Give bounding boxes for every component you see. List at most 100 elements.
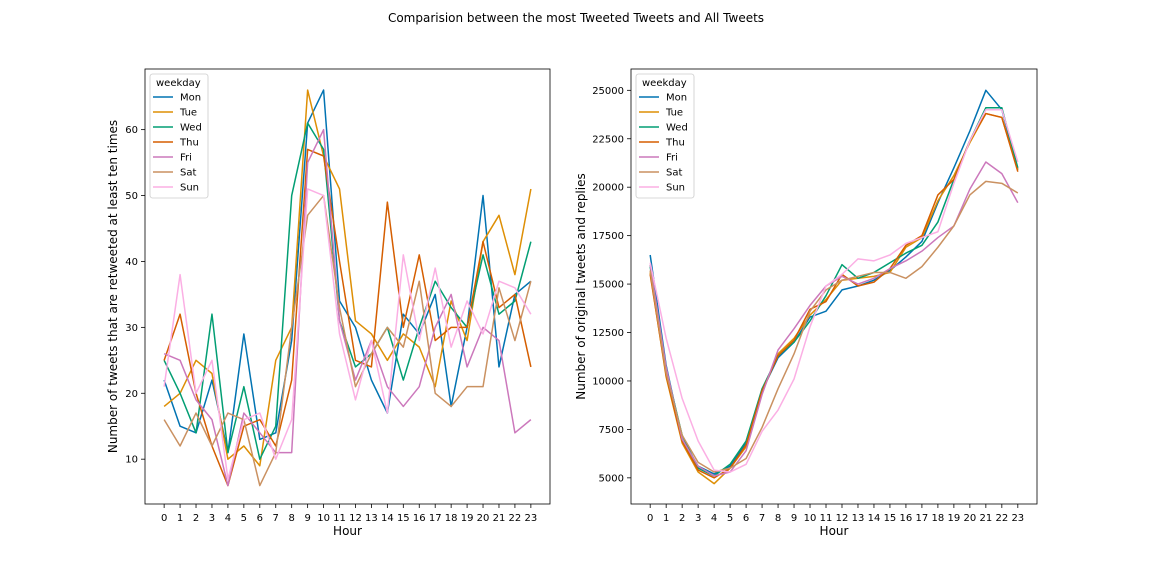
y-tick-label: 15000: [592, 280, 624, 291]
y-tick-label: 20: [125, 389, 138, 400]
x-tick-label: 3: [695, 513, 701, 524]
y-axis-label: Number of original tweets and replies: [574, 173, 588, 400]
x-tick-label: 2: [193, 513, 199, 524]
x-tick-label: 22: [995, 513, 1008, 524]
y-tick-label: 20000: [592, 183, 624, 194]
x-tick-label: 14: [381, 513, 394, 524]
legend-label-mon: Mon: [666, 93, 687, 104]
x-tick-label: 21: [979, 513, 992, 524]
legend: weekday Mon Tue Wed Thu Fri Sat Sun: [149, 73, 209, 199]
x-tick-label: 17: [916, 513, 929, 524]
y-tick-label: 22500: [592, 134, 624, 145]
x-tick-label: 1: [177, 513, 183, 524]
x-axis-label: Hour: [820, 524, 849, 538]
x-tick-label: 19: [948, 513, 961, 524]
x-tick-label: 16: [900, 513, 913, 524]
legend-label-mon: Mon: [180, 93, 201, 104]
legend-label-wed: Wed: [180, 123, 202, 134]
x-tick-label: 17: [429, 513, 442, 524]
x-tick-label: 12: [836, 513, 849, 524]
series-line-sat: [163, 194, 532, 487]
x-tick-label: 9: [791, 513, 797, 524]
plot-frame: [630, 68, 1038, 505]
x-tick-label: 3: [209, 513, 215, 524]
legend-label-tue: Tue: [665, 108, 683, 119]
x-tick-label: 6: [257, 513, 263, 524]
x-tick-label: 15: [884, 513, 897, 524]
legend: weekday Mon Tue Wed Thu Fri Sat Sun: [635, 73, 695, 199]
y-tick-label: 50: [125, 191, 138, 202]
plot-frame: [144, 68, 551, 505]
series-line-sun: [163, 188, 532, 480]
x-tick-label: 4: [225, 513, 231, 524]
series-line-sat: [649, 180, 1019, 473]
x-tick-label: 12: [349, 513, 362, 524]
series-line-tue: [163, 89, 532, 467]
x-tick-label: 8: [289, 513, 295, 524]
legend-label-thu: Thu: [665, 138, 685, 149]
y-tick-label: 5000: [599, 473, 624, 484]
series-line-thu: [649, 112, 1019, 479]
x-tick-label: 11: [333, 513, 346, 524]
legend-title: weekday: [156, 78, 201, 89]
x-tick-label: 23: [524, 513, 537, 524]
x-tick-label: 5: [241, 513, 247, 524]
x-tick-label: 15: [397, 513, 410, 524]
y-tick-label: 40: [125, 257, 138, 268]
x-tick-label: 21: [493, 513, 506, 524]
x-tick-label: 13: [852, 513, 865, 524]
x-tick-label: 5: [727, 513, 733, 524]
x-tick-label: 9: [304, 513, 310, 524]
legend-box: [149, 73, 209, 199]
y-tick-label: 12500: [592, 328, 624, 339]
x-tick-label: 18: [932, 513, 945, 524]
legend-box: [635, 73, 695, 199]
x-tick-label: 7: [759, 513, 765, 524]
x-tick-label: 2: [679, 513, 685, 524]
x-tick-label: 11: [820, 513, 833, 524]
x-tick-label: 23: [1011, 513, 1024, 524]
y-tick-label: 60: [125, 125, 138, 136]
x-tick-label: 14: [868, 513, 881, 524]
y-tick-label: 17500: [592, 231, 624, 242]
legend-label-tue: Tue: [179, 108, 197, 119]
figure-suptitle: Comparision between the most Tweeted Twe…: [388, 11, 764, 25]
y-axis-label: Number of tweets that are retweeted at l…: [106, 120, 120, 453]
y-tick-label: 10: [125, 455, 138, 466]
x-tick-label: 8: [775, 513, 781, 524]
legend-label-sun: Sun: [180, 183, 199, 194]
x-tick-label: 19: [461, 513, 474, 524]
legend-label-sat: Sat: [180, 168, 196, 179]
x-tick-label: 0: [161, 513, 167, 524]
legend-title: weekday: [642, 78, 687, 89]
series-line-mon: [649, 89, 1019, 475]
y-tick-label: 7500: [599, 425, 624, 436]
x-tick-label: 20: [477, 513, 490, 524]
x-tick-label: 16: [413, 513, 426, 524]
legend-label-fri: Fri: [666, 153, 678, 164]
x-tick-label: 1: [663, 513, 669, 524]
x-tick-label: 18: [445, 513, 458, 524]
x-tick-label: 10: [804, 513, 817, 524]
legend-label-thu: Thu: [179, 138, 199, 149]
x-tick-label: 7: [273, 513, 279, 524]
x-tick-label: 10: [317, 513, 330, 524]
legend-label-sat: Sat: [666, 168, 682, 179]
legend-label-fri: Fri: [180, 153, 192, 164]
series-line-thu: [163, 148, 532, 487]
series-line-tue: [649, 112, 1019, 485]
x-tick-label: 13: [365, 513, 378, 524]
y-tick-label: 30: [125, 323, 138, 334]
x-axis-label: Hour: [333, 524, 362, 538]
legend-label-wed: Wed: [666, 123, 688, 134]
chart-right: 0 1 2 3 4 5 6 7 8 9 10 11 12 13 14 15 16 17 18 19 20 21 22 2350…: [574, 68, 1038, 538]
y-tick-label: 25000: [592, 86, 624, 97]
x-tick-label: 6: [743, 513, 749, 524]
x-tick-label: 20: [963, 513, 976, 524]
x-tick-label: 22: [509, 513, 522, 524]
x-tick-label: 0: [647, 513, 653, 524]
chart-left: 0 1 2 3 4 5 6 7 8 9 10 11 12 13 14 15 16 17 18 19 20 21 22 2310…: [106, 68, 551, 538]
legend-label-sun: Sun: [666, 183, 685, 194]
y-tick-label: 10000: [592, 376, 624, 387]
